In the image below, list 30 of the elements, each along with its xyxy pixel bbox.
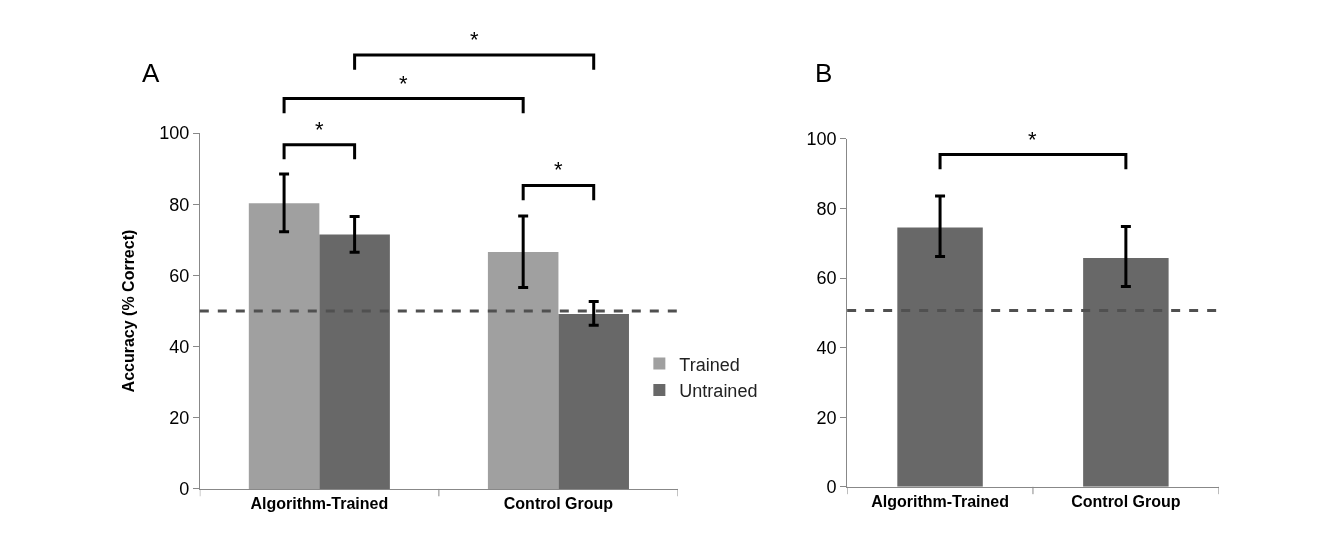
y-tick-label: 100 [806, 129, 837, 150]
y-tick-label: 0 [179, 479, 190, 500]
x-tick-label: Algorithm-Trained [250, 495, 389, 513]
x-tick-label: Algorithm-Trained [871, 493, 1009, 511]
annotation: * [1028, 127, 1037, 152]
text: * [399, 71, 408, 96]
bar [319, 234, 390, 489]
y-tick-label: 60 [816, 268, 837, 289]
text: * [470, 27, 479, 52]
x-tick-label: Control Group [1071, 493, 1181, 511]
annotation: * [315, 117, 324, 142]
y-tick-label: 20 [816, 407, 837, 428]
y-tick-label: 80 [816, 198, 837, 219]
y-tick-label: 60 [169, 265, 190, 286]
bar [558, 313, 629, 489]
chart-title: B [815, 58, 833, 88]
y-tick-label: 40 [169, 336, 190, 357]
y-tick-label: 0 [826, 477, 837, 498]
bar [248, 203, 320, 489]
y-tick-label: 20 [169, 408, 190, 429]
chart-title: A [142, 58, 160, 88]
annotation: * [554, 157, 563, 182]
bar [487, 251, 559, 489]
legend-label: Untrained [679, 380, 758, 401]
y-tick-label: 80 [169, 194, 190, 215]
x-tick-label: Control Group [503, 495, 614, 513]
y-axis-title: Accuracy (% Correct) [120, 229, 138, 393]
y-tick-label: 40 [816, 337, 837, 358]
legend-label: Trained [679, 354, 740, 375]
y-tick-label: 100 [159, 123, 190, 144]
